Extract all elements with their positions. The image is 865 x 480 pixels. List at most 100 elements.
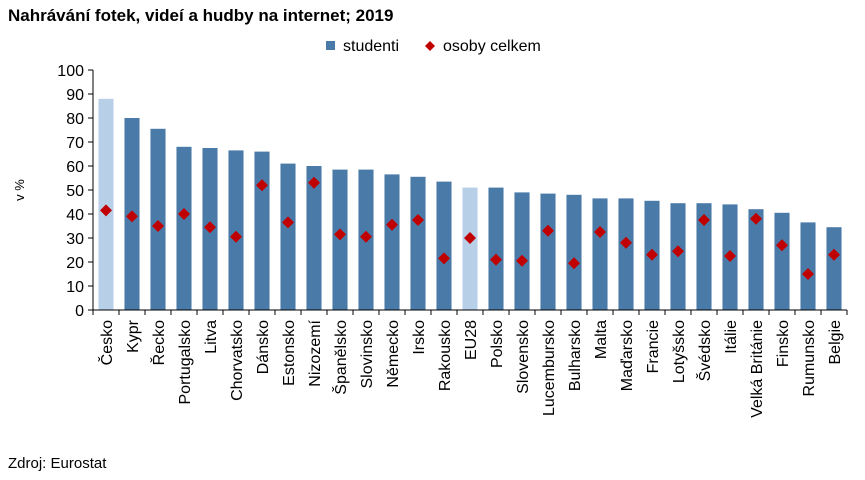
marker-portugalsko — [178, 208, 190, 220]
bar-belgie — [826, 227, 842, 310]
marker-irsko — [412, 214, 424, 226]
x-tick-label: Kypr — [125, 319, 142, 353]
y-tick-label: 20 — [66, 255, 84, 272]
x-tick-label: Francie — [645, 320, 662, 373]
legend-label-studenti: studenti — [343, 38, 399, 55]
marker-slovinsko — [360, 230, 372, 243]
marker-slovensko — [516, 254, 528, 267]
marker-cesko — [100, 204, 112, 217]
legend-label-osoby-celkem: osoby celkem — [443, 38, 541, 55]
bar-velka-britanie — [748, 209, 764, 310]
x-tick-label: Slovensko — [515, 320, 532, 394]
bar-bulharsko — [566, 194, 582, 310]
x-tick-label: Slovinsko — [359, 320, 376, 389]
y-tick-label: 30 — [66, 231, 84, 248]
x-tick-label: Rumunsko — [801, 320, 818, 397]
bar-malta — [592, 198, 608, 310]
y-axis-label: v % — [12, 179, 27, 201]
marker-bulharsko — [568, 257, 580, 270]
x-tick-label: EU28 — [463, 320, 480, 360]
chart-title: Nahrávání fotek, videí a hudby na intern… — [8, 6, 394, 25]
bar-dansko — [254, 151, 270, 310]
bar-lucembursko — [540, 193, 556, 310]
marker-dansko — [256, 179, 268, 192]
marker-malta — [594, 226, 606, 238]
marker-estonsko — [282, 216, 294, 229]
bar-madarsko — [618, 198, 634, 310]
marker-francie — [646, 248, 658, 261]
marker-rakousko — [438, 252, 450, 265]
y-tick-label: 80 — [66, 111, 84, 128]
x-tick-label: Malta — [593, 320, 610, 359]
bar-finsko — [774, 212, 790, 310]
marker-nizozemi — [308, 176, 320, 189]
marker-kypr — [126, 210, 138, 223]
y-tick-label: 50 — [66, 183, 84, 200]
x-tick-label: Česko — [97, 320, 116, 365]
bar-slovensko — [514, 192, 530, 310]
bar-estonsko — [280, 163, 296, 310]
x-tick-label: Velká Británie — [749, 320, 766, 418]
x-tick-label: Chorvatsko — [229, 320, 246, 401]
y-tick-label: 10 — [66, 279, 84, 296]
bar-chorvatsko — [228, 150, 244, 310]
x-tick-label: Finsko — [775, 320, 792, 367]
bar-rakousko — [436, 181, 452, 310]
x-tick-label: Polsko — [489, 320, 506, 368]
x-tick-label: Španělsko — [331, 320, 350, 395]
x-tick-label: Nizozemí — [307, 319, 324, 386]
marker-eu28 — [464, 232, 476, 244]
x-tick-label: Bulharsko — [567, 320, 584, 391]
marker-nemecko — [386, 218, 398, 231]
bar-eu28 — [462, 187, 478, 310]
marker-finsko — [776, 239, 788, 252]
y-tick-label: 60 — [66, 159, 84, 176]
y-tick-label: 40 — [66, 207, 84, 224]
x-tick-label: Řecko — [149, 320, 168, 365]
y-tick-label: 0 — [75, 303, 84, 320]
x-tick-label: Lotyšsko — [671, 320, 688, 383]
x-tick-label: Belgie — [827, 320, 844, 365]
marker-chorvatsko — [230, 230, 242, 243]
bar-polsko — [488, 187, 504, 310]
x-tick-label: Litva — [203, 320, 220, 354]
x-tick-label: Lucembursko — [541, 320, 558, 416]
y-tick-label: 100 — [57, 63, 84, 80]
marker-lotyssko — [672, 245, 684, 258]
marker-italie — [724, 250, 736, 262]
x-tick-label: Německo — [385, 320, 402, 388]
x-tick-label: Maďarsko — [619, 320, 636, 391]
marker-polsko — [490, 253, 502, 266]
x-axis: Česko Kypr Řecko Portugalsko Litva Chorvatsko… — [92, 309, 848, 418]
x-tick-label: Irsko — [411, 320, 428, 355]
marker-rumunsko — [802, 268, 814, 280]
marker-lucembursko — [542, 224, 554, 237]
bar-recko — [150, 128, 166, 310]
marker-litva — [204, 221, 216, 234]
bar-irsko — [410, 176, 426, 310]
x-tick-label: Itálie — [723, 320, 740, 354]
legend-swatch-osoby-celkem — [425, 41, 435, 51]
y-axis: 0 10 20 30 40 50 60 70 80 90 100 — [57, 63, 94, 320]
marker-svedsko — [698, 214, 710, 226]
x-tick-label: Dánsko — [255, 320, 272, 374]
markers-osoby-celkem — [100, 176, 840, 280]
x-tick-label: Portugalsko — [177, 320, 194, 405]
x-tick-label: Rakousko — [437, 320, 454, 391]
bar-nemecko — [384, 174, 400, 310]
marker-velka-britanie — [750, 212, 762, 225]
bar-portugalsko — [176, 146, 192, 310]
legend-swatch-studenti — [326, 41, 335, 50]
legend: studenti osoby celkem — [326, 38, 541, 55]
y-tick-label: 90 — [66, 87, 84, 104]
bar-nizozemi — [306, 166, 322, 310]
marker-madarsko — [620, 236, 632, 249]
bar-rumunsko — [800, 222, 816, 310]
y-tick-label: 70 — [66, 135, 84, 152]
marker-belgie — [828, 248, 840, 261]
marker-recko — [152, 220, 164, 232]
bar-svedsko — [696, 203, 712, 310]
x-tick-label: Estonsko — [281, 320, 298, 386]
marker-spanelsko — [334, 228, 346, 241]
